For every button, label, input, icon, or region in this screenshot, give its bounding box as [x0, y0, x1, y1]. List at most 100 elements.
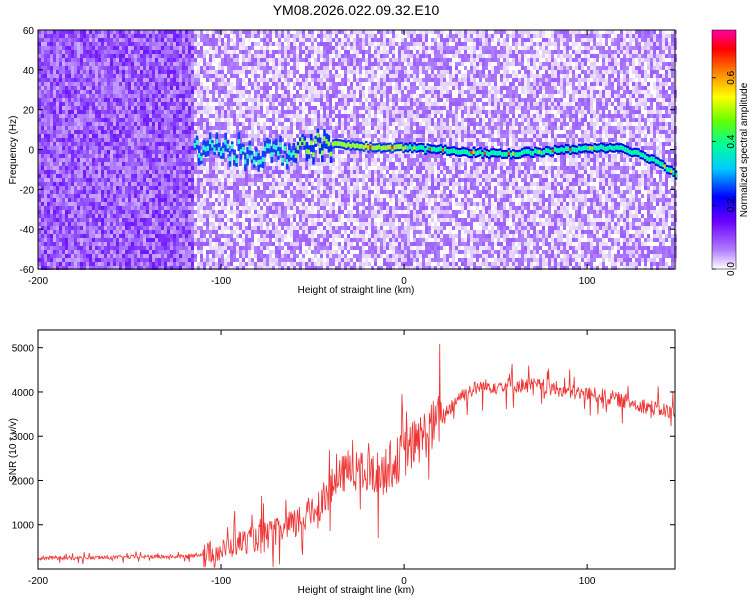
spectrogram-cell [200, 234, 203, 238]
spectrogram-cell [134, 218, 137, 222]
spectrogram-cell [197, 206, 200, 210]
spectrogram-cell [284, 250, 287, 254]
spectrogram-cell [125, 46, 128, 50]
spectrogram-cell [119, 266, 122, 270]
spectrogram-cell [278, 190, 281, 194]
spectrogram-cell [44, 82, 47, 86]
spectrogram-cell [41, 258, 44, 262]
spectrogram-cell [221, 182, 224, 186]
spectrogram-cell [203, 186, 206, 190]
spectrogram-cell [224, 206, 227, 210]
spectrogram-cell [98, 70, 101, 74]
spectrogram-cell [59, 38, 62, 42]
spectrogram-cell [302, 106, 305, 110]
spectrogram-cell [179, 170, 182, 174]
spectrogram-cell [113, 226, 116, 230]
spectrogram-cell [98, 154, 101, 158]
spectrogram-cell [206, 74, 209, 78]
spectrogram-cell [164, 150, 167, 154]
spectrogram-cell [41, 174, 44, 178]
spectrogram-cell [275, 170, 278, 174]
spectrogram-cell [137, 202, 140, 206]
spectrogram-cell [239, 182, 242, 186]
spectrogram-cell [182, 170, 185, 174]
spectrogram-cell [176, 126, 179, 130]
spectrogram-cell [164, 198, 167, 202]
spectrogram-cell [245, 126, 248, 130]
spectrogram-cell [74, 146, 77, 150]
spectrogram-cell [233, 74, 236, 78]
spectrogram-cell [230, 102, 233, 106]
spectrogram-cell [149, 58, 152, 62]
spectrogram-cell [206, 222, 209, 226]
spectrogram-cell [89, 250, 92, 254]
spectrogram-cell [146, 226, 149, 230]
spectrogram-cell [92, 194, 95, 198]
spectrogram-cell [122, 46, 125, 50]
spectrogram-cell [233, 50, 236, 54]
spectrogram-cell [305, 114, 308, 118]
spectrogram-cell [248, 134, 251, 138]
spectrogram-cell [194, 130, 197, 134]
spectrogram-cell [176, 42, 179, 46]
spectrogram-cell [254, 42, 257, 46]
spectrogram-cell [101, 166, 104, 170]
spectrogram-cell [170, 90, 173, 94]
spectrogram-cell [248, 98, 251, 102]
spectrogram-cell [173, 226, 176, 230]
spectrogram-cell [86, 266, 89, 270]
spectrogram-cell [224, 154, 227, 158]
spectrogram-cell [146, 126, 149, 130]
spectrogram-cell [251, 126, 254, 130]
spectrogram-cell [221, 222, 224, 226]
spectrogram-cell [233, 34, 236, 38]
spectrogram-cell [176, 70, 179, 74]
spectrogram-cell [188, 214, 191, 218]
spectrogram-cell [98, 182, 101, 186]
spectrogram-cell [281, 202, 284, 206]
spectrogram-cell [104, 54, 107, 58]
spectrogram-cell [233, 230, 236, 234]
spectrogram-cell [101, 202, 104, 206]
spectrogram-cell [233, 170, 236, 174]
spectrogram-cell [110, 74, 113, 78]
spectrogram-cell [236, 166, 239, 170]
spectrogram-cell [239, 122, 242, 126]
spectrogram-cell [302, 166, 305, 170]
spectrogram-cell [284, 34, 287, 38]
spectrogram-cell [68, 166, 71, 170]
spectrogram-cell [302, 206, 305, 210]
spectrogram-cell [74, 214, 77, 218]
spectrogram-cell [107, 118, 110, 122]
spectrogram-cell [269, 218, 272, 222]
spectrogram-cell [209, 178, 212, 182]
spectrogram-cell [164, 86, 167, 90]
spectrogram-cell [155, 82, 158, 86]
spectrogram-cell [128, 30, 131, 34]
spectrogram-cell [170, 186, 173, 190]
spectrogram-cell [272, 230, 275, 234]
spectrogram-cell [80, 114, 83, 118]
spectrogram-cell [113, 210, 116, 214]
spectrogram-cell [53, 206, 56, 210]
spectrogram-cell [230, 54, 233, 58]
spectrogram-cell [224, 54, 227, 58]
spectrogram-cell [122, 50, 125, 54]
spectrogram-cell [92, 66, 95, 70]
spectrogram-cell [275, 78, 278, 82]
spectrogram-cell [158, 46, 161, 50]
spectrogram-cell [260, 206, 263, 210]
spectrogram-cell [212, 258, 215, 262]
spectrogram-cell [116, 198, 119, 202]
spectrogram-cell [134, 130, 137, 134]
spectrogram-cell [278, 166, 281, 170]
spectrogram-cell [119, 178, 122, 182]
spectrogram-cell [47, 98, 50, 102]
spectrogram-cell [158, 214, 161, 218]
spectrogram-cell [44, 114, 47, 118]
spectrogram-cell [281, 86, 284, 90]
spectrogram-cell [155, 194, 158, 198]
spectrogram-cell [113, 174, 116, 178]
spectrogram-cell [56, 166, 59, 170]
spectrogram-cell [83, 118, 86, 122]
